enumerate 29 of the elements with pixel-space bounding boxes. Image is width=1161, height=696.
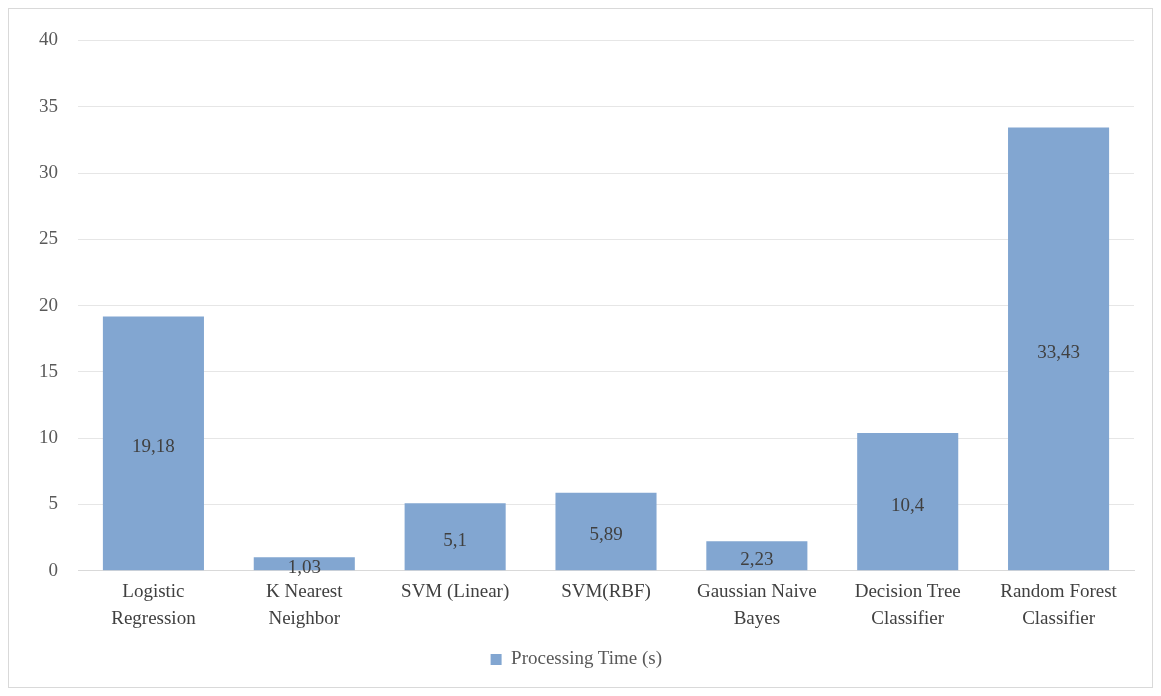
- y-tick-label: 15: [39, 359, 58, 381]
- data-label: 33,43: [1037, 340, 1080, 362]
- x-tick-label: Decision Tree Classifier: [854, 580, 961, 628]
- data-label: 2,23: [740, 547, 774, 569]
- data-label: 19,18: [132, 435, 175, 457]
- data-label: 5,1: [443, 528, 468, 550]
- y-tick-label: 10: [39, 426, 58, 448]
- y-tick-label: 40: [39, 28, 58, 50]
- data-label: 10,4: [891, 493, 925, 515]
- y-tick-label: 5: [48, 492, 58, 514]
- bar: [706, 541, 808, 571]
- x-tick-label: Gaussian Naive Bayes: [696, 580, 817, 628]
- y-tick-label: 25: [39, 227, 58, 249]
- x-tick-label: Random Forest Classifier: [1000, 580, 1118, 628]
- bar: [555, 492, 657, 571]
- bar: [102, 316, 204, 571]
- x-tick-label: SVM(RBF): [561, 580, 651, 603]
- bar: [857, 432, 959, 571]
- x-tick-label: SVM (Linear): [401, 580, 510, 603]
- bar: [404, 503, 506, 571]
- data-label: 5,89: [589, 523, 623, 545]
- bar: [1008, 127, 1110, 571]
- y-tick-label: 30: [39, 160, 58, 182]
- x-tick-label: Logistic Regression: [111, 580, 197, 628]
- y-tick-label: 20: [39, 293, 58, 315]
- y-tick-label: 0: [48, 558, 58, 580]
- legend-label: Processing Time (s): [511, 647, 663, 670]
- y-tick-label: 35: [39, 94, 58, 116]
- x-tick-label: K Nearest Neighbor: [266, 580, 344, 628]
